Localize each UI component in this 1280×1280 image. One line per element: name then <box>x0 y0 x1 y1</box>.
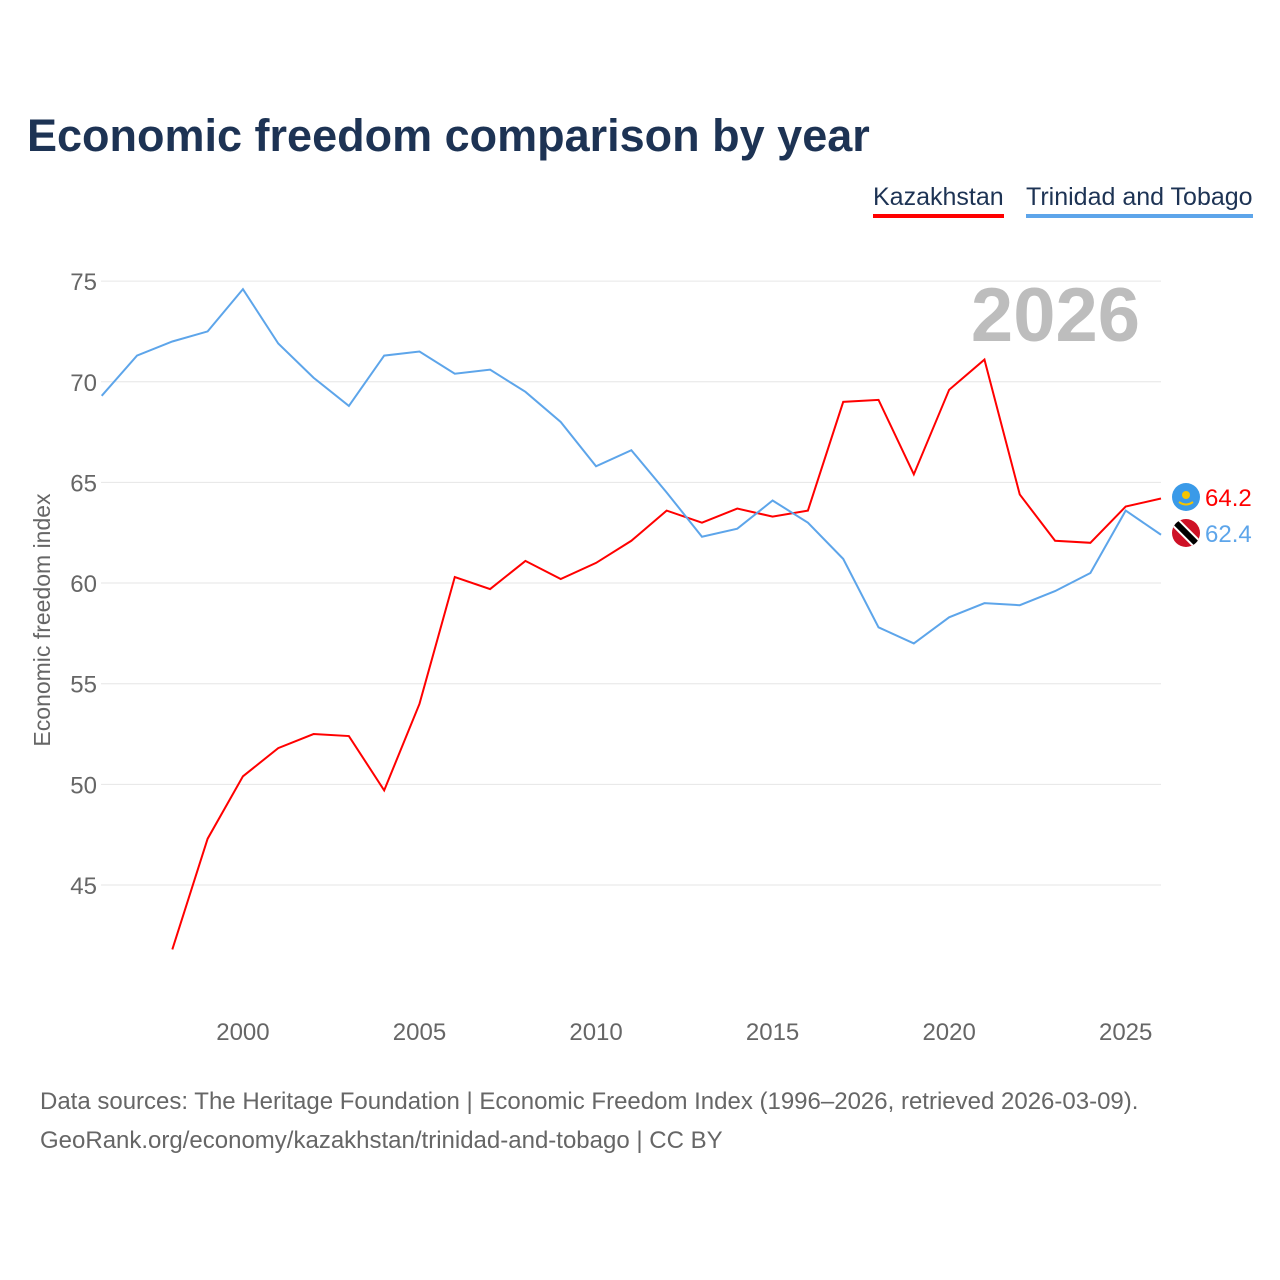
y-tick-label: 60 <box>70 571 97 598</box>
x-tick-label: 2020 <box>922 1019 975 1046</box>
y-tick-label: 75 <box>70 269 97 296</box>
y-tick-label: 65 <box>70 470 97 497</box>
x-tick-label: 2015 <box>746 1019 799 1046</box>
year-label: 2026 <box>971 273 1140 358</box>
chart-title: Economic freedom comparison by year <box>27 110 870 161</box>
series-line-trinidad-and-tobago <box>100 287 1162 645</box>
flag-stripe-black <box>1172 519 1200 547</box>
y-tick-label: 50 <box>70 772 97 799</box>
x-tick-label: 2005 <box>393 1019 446 1046</box>
y-tick-label: 45 <box>70 873 97 900</box>
x-tick-label: 2025 <box>1099 1019 1152 1046</box>
y-axis-label: Economic freedom index <box>29 493 55 747</box>
series-line-kazakhstan <box>171 357 1162 950</box>
x-tick-label: 2010 <box>569 1019 622 1046</box>
footer-sources: Data sources: The Heritage Foundation | … <box>40 1088 1139 1115</box>
end-value-label: 64.2 <box>1205 485 1252 512</box>
x-tick-label: 2000 <box>216 1019 269 1046</box>
y-tick-label: 70 <box>70 370 97 397</box>
flag-eagle-icon <box>1178 501 1194 506</box>
legend-trinidad-and-tobago[interactable]: Trinidad and Tobago <box>1026 183 1253 218</box>
flag-sun-icon <box>1182 491 1190 499</box>
y-tick-label: 55 <box>70 672 97 699</box>
footer-attribution[interactable]: GeoRank.org/economy/kazakhstan/trinidad-… <box>40 1127 723 1154</box>
legend-kazakhstan[interactable]: Kazakhstan <box>873 183 1004 218</box>
end-value-label: 62.4 <box>1205 521 1252 548</box>
